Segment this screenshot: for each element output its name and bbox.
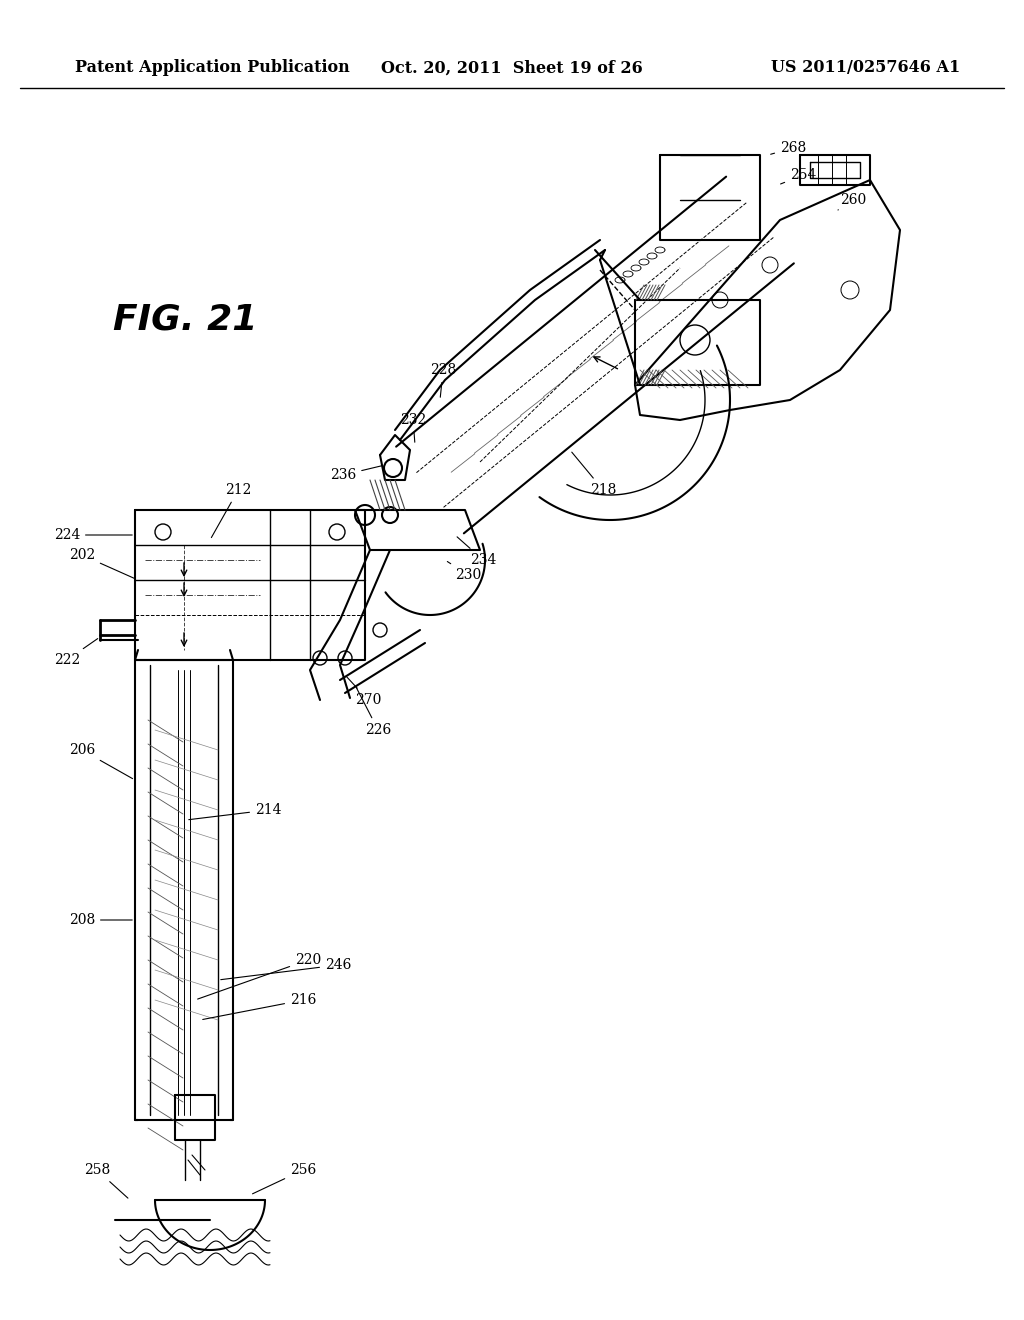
Text: 256: 256 (253, 1163, 316, 1193)
Text: 214: 214 (188, 803, 282, 820)
Text: 212: 212 (211, 483, 251, 537)
Text: FIG. 21: FIG. 21 (113, 304, 257, 337)
Text: 224: 224 (53, 528, 132, 543)
Text: 206: 206 (69, 743, 132, 779)
Text: 230: 230 (447, 561, 481, 582)
Text: Patent Application Publication: Patent Application Publication (75, 59, 350, 77)
Text: 226: 226 (356, 688, 391, 737)
Text: 208: 208 (69, 913, 132, 927)
Text: 218: 218 (571, 453, 616, 498)
Text: 268: 268 (771, 141, 806, 154)
Text: 228: 228 (430, 363, 457, 397)
Text: 270: 270 (347, 677, 381, 708)
Text: 220: 220 (198, 953, 322, 999)
Text: 234: 234 (457, 537, 497, 568)
Text: 216: 216 (203, 993, 316, 1019)
Text: 232: 232 (400, 413, 426, 442)
Text: 246: 246 (221, 958, 351, 979)
Text: 202: 202 (69, 548, 135, 579)
Text: 260: 260 (838, 193, 866, 210)
Text: Oct. 20, 2011  Sheet 19 of 26: Oct. 20, 2011 Sheet 19 of 26 (381, 59, 643, 77)
Text: US 2011/0257646 A1: US 2011/0257646 A1 (771, 59, 961, 77)
Text: 236: 236 (330, 466, 382, 482)
Text: 222: 222 (53, 639, 97, 667)
Text: 258: 258 (84, 1163, 128, 1199)
Text: 254: 254 (780, 168, 816, 183)
